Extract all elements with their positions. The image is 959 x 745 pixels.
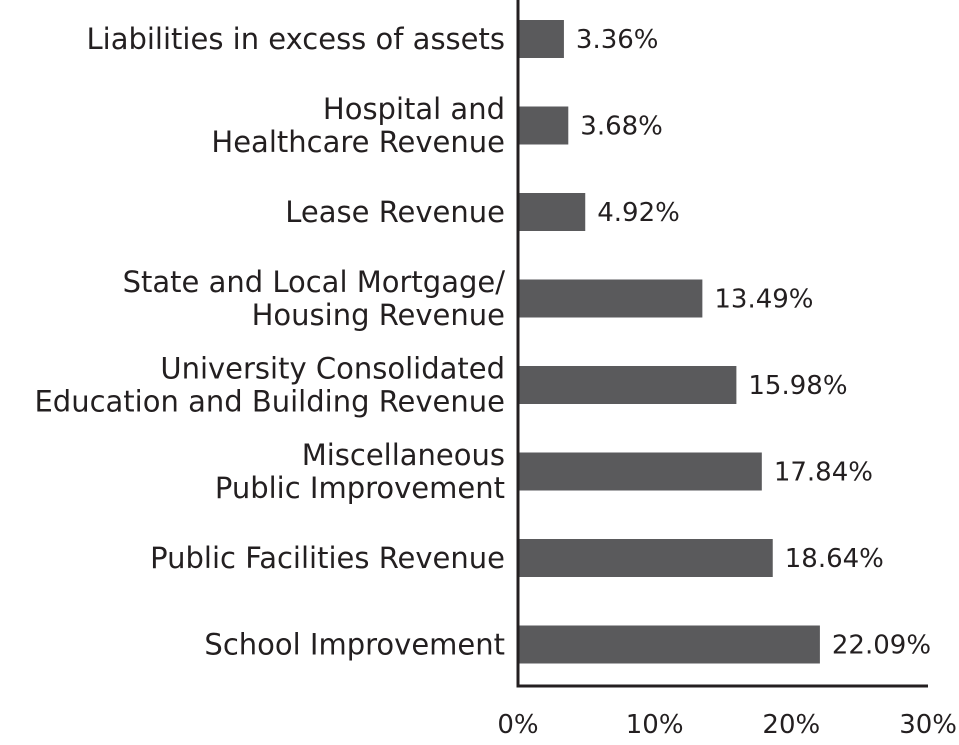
value-label-3: 13.49% — [714, 285, 813, 315]
bar-5 — [518, 452, 762, 491]
category-label-line: Hospital and — [323, 92, 505, 126]
category-label-6: Public Facilities Revenue — [150, 541, 505, 575]
bar-1 — [518, 106, 569, 145]
category-labels: Liabilities in excess of assets Hospital … — [34, 22, 505, 662]
category-label-2: Lease Revenue — [285, 195, 505, 229]
bar-2 — [518, 193, 586, 231]
bar-3 — [518, 279, 703, 318]
value-label-4: 15.98% — [748, 371, 847, 401]
bar-6 — [518, 539, 773, 577]
category-label-7: School Improvement — [204, 628, 505, 662]
category-label-line: Healthcare Revenue — [211, 125, 505, 159]
x-tick-label-0: 0% — [497, 710, 538, 740]
category-label-line: University Consolidated — [160, 352, 505, 386]
bar-7 — [518, 625, 820, 664]
category-label-4: University Consolidated Education and Bui… — [34, 352, 505, 419]
x-tick-label-2: 20% — [762, 710, 820, 740]
category-label-line: Public Facilities Revenue — [150, 541, 505, 575]
category-label-line: Lease Revenue — [285, 195, 505, 229]
category-label-line: School Improvement — [204, 628, 505, 662]
x-axis-ticks: 0% 10% 20% 30% — [497, 710, 957, 740]
category-label-line: Liabilities in excess of assets — [86, 22, 505, 56]
category-label-5: Miscellaneous Public Improvement — [215, 438, 505, 505]
value-label-6: 18.64% — [785, 544, 884, 574]
value-label-1: 3.68% — [580, 112, 663, 142]
x-tick-label-1: 10% — [626, 710, 684, 740]
value-label-2: 4.92% — [597, 198, 680, 228]
value-label-7: 22.09% — [832, 631, 931, 661]
category-label-0: Liabilities in excess of assets — [86, 22, 505, 56]
category-label-3: State and Local Mortgage/Housing Revenue — [123, 265, 506, 332]
value-label-5: 17.84% — [774, 458, 873, 488]
category-label-1: Hospital and Healthcare Revenue — [211, 92, 505, 159]
category-label-line: Education and Building Revenue — [34, 385, 505, 419]
bar-4 — [518, 366, 737, 404]
value-label-0: 3.36% — [576, 25, 659, 55]
category-label-line: Public Improvement — [215, 471, 505, 505]
category-label-line: State and Local Mortgage/ — [123, 265, 506, 299]
x-tick-label-3: 30% — [899, 710, 957, 740]
category-label-line: Housing Revenue — [252, 298, 505, 332]
bar-0 — [518, 20, 564, 58]
category-label-line: Miscellaneous — [302, 438, 505, 472]
value-labels: 3.36% 3.68% 4.92% 13.49% 15.98% 17.84% 18.64% 2… — [576, 25, 931, 661]
bars-layer — [518, 20, 820, 664]
